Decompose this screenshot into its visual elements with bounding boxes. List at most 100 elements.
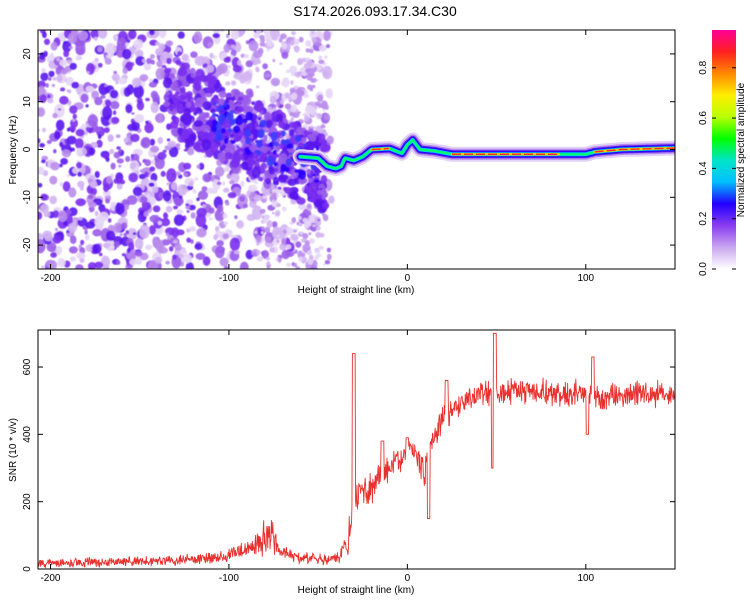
noise-blob [77, 171, 82, 177]
noise-blob [104, 47, 115, 59]
noise-blob [315, 146, 320, 152]
noise-blob [294, 71, 302, 78]
noise-blob [59, 59, 68, 67]
noise-blob [289, 65, 298, 74]
noise-blob [100, 95, 106, 99]
noise-blob [310, 77, 317, 83]
noise-blob [284, 187, 292, 194]
noise-blob [305, 40, 312, 47]
noise-blob [162, 77, 173, 89]
noise-blob [242, 161, 249, 167]
noise-blob [271, 189, 276, 194]
noise-blob [200, 90, 206, 97]
noise-blob [317, 204, 322, 210]
noise-blob [296, 221, 300, 226]
noise-blob [303, 93, 310, 98]
noise-blob [150, 172, 158, 182]
noise-blob [50, 161, 60, 171]
noise-blob [67, 89, 72, 94]
noise-blob [233, 72, 244, 80]
noise-blob [227, 192, 237, 199]
noise-blob [307, 203, 312, 209]
noise-blob [251, 101, 256, 105]
noise-blob [88, 266, 95, 269]
noise-blob [103, 52, 108, 56]
noise-blob [185, 205, 191, 210]
noise-blob [240, 180, 245, 187]
noise-blob [44, 38, 50, 45]
noise-blob [38, 138, 41, 144]
noise-blob [317, 218, 321, 222]
noise-blob [276, 101, 280, 107]
y-tick-label: 20 [22, 48, 33, 60]
noise-blob [195, 68, 205, 80]
noise-blob [66, 173, 71, 177]
noise-blob [289, 112, 295, 117]
noise-blob [149, 138, 155, 146]
noise-blob [309, 196, 317, 203]
signal-peak-core [371, 147, 389, 151]
noise-blob [261, 226, 265, 231]
noise-blob [254, 181, 258, 185]
noise-blob [128, 172, 138, 183]
noise-blob [242, 118, 248, 124]
noise-blob [280, 33, 287, 40]
noise-blob [196, 197, 200, 201]
noise-blob [123, 137, 130, 143]
noise-blob [78, 216, 83, 221]
noise-blob [132, 186, 143, 197]
noise-blob [71, 81, 80, 89]
noise-blob [129, 258, 138, 266]
noise-blob [105, 230, 116, 241]
noise-blob [66, 230, 70, 233]
noise-blob [277, 257, 282, 263]
noise-blob [295, 135, 301, 143]
noise-blob [238, 142, 242, 148]
noise-blob [286, 69, 290, 74]
colorbar-tick-label: 0.4 [698, 161, 709, 175]
noise-blob [276, 113, 284, 124]
noise-blob [290, 233, 299, 241]
noise-blob [315, 30, 322, 38]
noise-blob [113, 222, 122, 233]
noise-blob [149, 145, 160, 153]
noise-blob [271, 199, 278, 206]
noise-blob [60, 158, 68, 165]
noise-blob [317, 55, 323, 60]
noise-blob [218, 113, 226, 124]
noise-blob [157, 136, 164, 145]
noise-blob [266, 48, 270, 52]
noise-blob [318, 114, 322, 119]
noise-blob [220, 140, 225, 144]
noise-blob [310, 124, 313, 128]
noise-blob [75, 54, 81, 61]
noise-blob [57, 258, 66, 268]
noise-blob [229, 237, 240, 251]
noise-blob [325, 88, 333, 99]
noise-blob [290, 116, 294, 122]
noise-blob [134, 114, 145, 123]
noise-blob [326, 247, 332, 253]
noise-blob [245, 88, 254, 96]
colorbar-gradient [712, 30, 736, 269]
noise-blob [142, 58, 146, 63]
noise-blob [265, 119, 273, 129]
noise-blob [261, 250, 265, 257]
noise-blob [177, 31, 185, 39]
noise-blob [218, 98, 225, 105]
noise-blob [256, 150, 262, 156]
noise-blob [61, 149, 71, 158]
y-tick-label: 0 [22, 566, 33, 572]
noise-blob [77, 30, 89, 41]
noise-blob [230, 30, 240, 40]
noise-blob [150, 54, 155, 59]
noise-blob [220, 144, 227, 150]
noise-blob [202, 256, 211, 266]
noise-blob [42, 127, 46, 133]
noise-blob [236, 106, 244, 113]
noise-blob [194, 177, 199, 181]
noise-blob [278, 173, 287, 184]
noise-blob [152, 93, 160, 104]
noise-blob [68, 246, 78, 254]
snr-frame [37, 329, 676, 570]
